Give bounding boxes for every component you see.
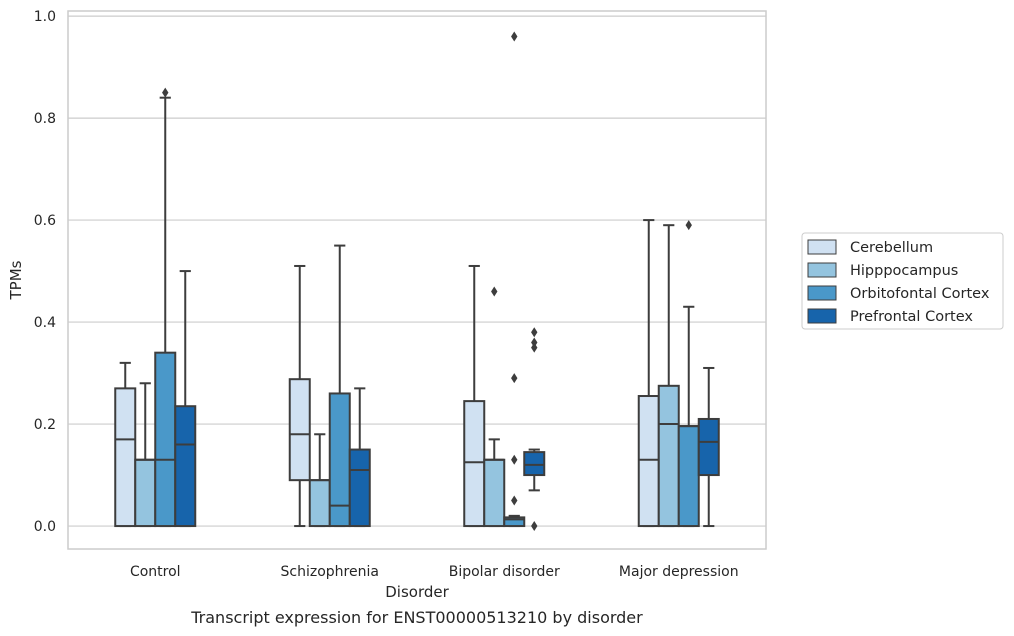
chart-caption: Transcript expression for ENST0000051321…	[190, 608, 643, 627]
x-tick-label: Bipolar disorder	[449, 564, 560, 580]
legend-label: Cerebellum	[850, 240, 933, 256]
x-tick-label: Schizophrenia	[281, 564, 379, 580]
outlier-point	[511, 31, 518, 42]
legend-swatch	[807, 262, 837, 278]
box	[677, 425, 700, 528]
box-group	[174, 270, 197, 528]
box-group	[657, 224, 680, 528]
box-group	[697, 366, 720, 528]
box	[288, 378, 311, 482]
box-group	[503, 31, 526, 528]
box	[308, 479, 331, 528]
box-group	[328, 244, 351, 528]
outlier-point	[511, 495, 518, 506]
box	[697, 417, 720, 477]
y-axis-ticks: 0.0 0.2 0.4 0.6 0.8 1.0	[34, 9, 56, 535]
box	[503, 516, 526, 528]
box	[348, 448, 371, 528]
outlier-point	[685, 220, 692, 231]
outlier-point	[511, 454, 518, 465]
x-axis-ticks: Control Schizophrenia Bipolar disorder Majo…	[130, 564, 739, 580]
y-tick-label: 0.2	[34, 417, 56, 433]
legend-swatch	[807, 285, 837, 301]
legend-swatch	[807, 308, 837, 324]
outlier-point	[531, 521, 538, 532]
box	[463, 400, 486, 528]
box-group	[308, 433, 331, 528]
legend-label: Orbitofontal Cortex	[850, 286, 990, 302]
x-tick-label: Major depression	[619, 564, 739, 580]
y-axis-label: TPMs	[7, 260, 25, 300]
box	[114, 387, 137, 528]
outlier-point	[531, 327, 538, 338]
plot-area-frame	[67, 10, 767, 550]
y-tick-label: 0.0	[34, 519, 56, 535]
box-group	[114, 361, 137, 528]
outlier-point	[511, 373, 518, 384]
y-tick-label: 0.4	[34, 315, 56, 331]
box	[154, 351, 177, 528]
box-group	[134, 382, 157, 528]
box-group	[637, 219, 660, 528]
box	[637, 395, 660, 528]
box-group	[483, 286, 506, 528]
legend-label: Prefrontal Cortex	[850, 309, 973, 325]
x-tick-label: Control	[130, 564, 181, 580]
y-tick-label: 0.6	[34, 213, 56, 229]
box	[657, 384, 680, 528]
outlier-point	[162, 87, 169, 98]
box	[134, 458, 157, 528]
legend-label: Hipppocampus	[850, 263, 958, 279]
outlier-point	[531, 337, 538, 348]
box-group	[154, 87, 177, 528]
box-group	[677, 220, 700, 528]
box-group	[348, 387, 371, 528]
legend-swatch	[807, 239, 837, 255]
x-axis-label: Disorder	[385, 583, 449, 601]
legend-frame	[801, 232, 1004, 330]
box-group	[463, 264, 486, 528]
box-group	[288, 264, 311, 528]
outlier-point	[491, 286, 498, 297]
outlier-point	[531, 342, 538, 353]
box	[523, 451, 546, 477]
boxes	[114, 31, 720, 532]
box	[483, 458, 506, 528]
y-tick-label: 1.0	[34, 9, 56, 25]
box	[174, 405, 197, 528]
y-tick-label: 0.8	[34, 111, 56, 127]
box-group	[523, 327, 546, 532]
legend: Cerebellum Hipppocampus Orbitofontal Corte…	[801, 232, 1004, 330]
